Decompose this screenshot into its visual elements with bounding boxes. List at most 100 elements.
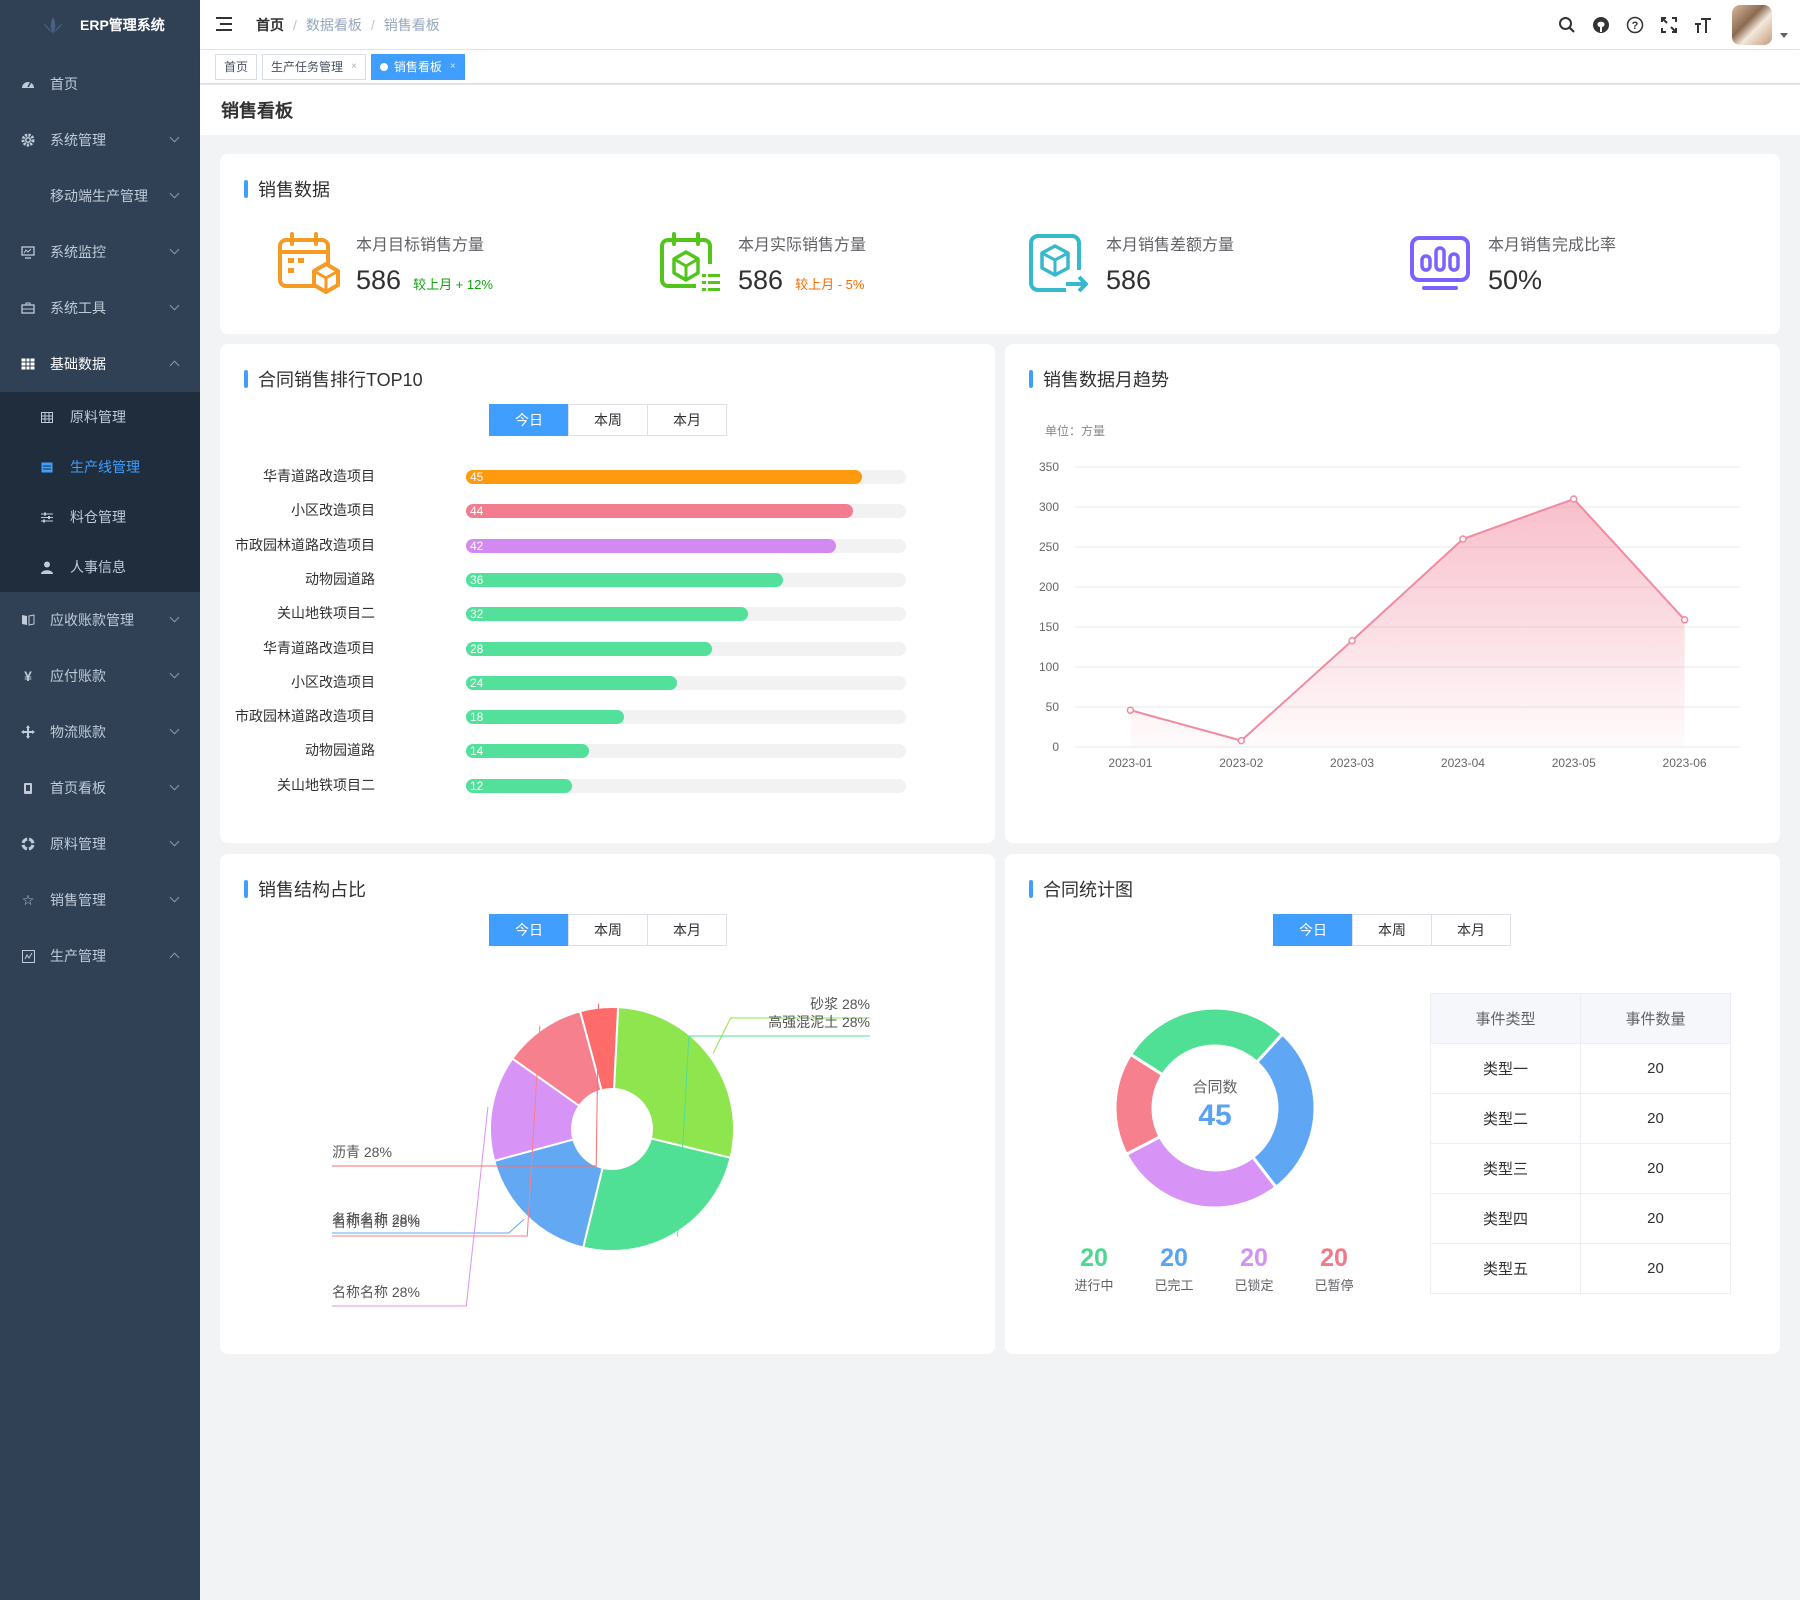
bar-row: 动物园道路 14 [220,742,920,759]
sidebar-item-logistics[interactable]: 物流账款 [0,704,200,760]
chevron-down-icon [169,780,180,791]
sidebar-item-label: 销售管理 [50,892,106,908]
chevron-down-icon [169,244,180,255]
avatar[interactable] [1732,5,1772,45]
y-tick-label: 50 [1046,700,1060,714]
pie-label: 名称名称 28% [332,1214,420,1230]
stat-value: 586 [1106,264,1152,295]
tab-month[interactable]: 本月 [647,404,727,436]
sidebar-item-receivables[interactable]: 应收账款管理 [0,592,200,648]
star-icon: ☆ [21,891,35,908]
bar: 45 [466,470,862,484]
sidebar-subitem-material[interactable]: 原料管理 [0,392,200,442]
caret-down-icon[interactable] [1780,32,1788,38]
menu-toggle-icon[interactable] [216,16,236,33]
pie-leader-line [677,1035,870,1237]
chevron-up-icon [169,952,180,963]
bar-monitor-icon [1408,230,1474,296]
donut-center: 合同数 45 [1145,1076,1285,1133]
sidebar-item-mobile-production[interactable]: 移动端生产管理 [0,168,200,224]
bar: 14 [466,744,590,759]
tag-sales-board[interactable]: 销售看板 × [370,53,465,80]
close-icon[interactable]: × [351,61,357,72]
bar-row: 小区改造项目 44 [220,502,920,519]
card-title: 销售结构占比 [244,876,366,902]
y-tick-label: 350 [1039,460,1059,474]
sidebar-subitem-label: 料仓管理 [70,509,126,525]
breadcrumb-home[interactable]: 首页 [256,16,284,33]
table-row: 类型一 20 [1430,1043,1731,1094]
search-icon[interactable] [1556,14,1578,36]
tab-month[interactable]: 本月 [647,914,727,946]
stat-value: 20 [1080,1244,1108,1272]
ranking-bar-chart: 华青道路改造项目 45 小区改造项目 44 市政园林道路改造项目 42 动物园道路 36 关山地… [220,468,995,793]
tab-today[interactable]: 今日 [489,404,569,436]
app-logo[interactable]: ERP管理系统 [0,0,200,50]
bar-track: 14 [466,744,906,759]
card-title: 销售数据 [244,176,330,202]
pie-label: 砂浆 28% [810,996,870,1012]
trend-unit-label: 单位：方量 [1045,424,1106,438]
contract-stat-ongoing: 20 进行中 [1064,1244,1124,1294]
tab-week[interactable]: 本周 [568,914,648,946]
tag-home[interactable]: 首页 [215,53,258,80]
sidebar-item-label: 生产管理 [50,948,106,964]
sidebar-item-home[interactable]: 首页 [0,56,200,112]
box-export-icon [1026,230,1092,296]
bar-value-label: 45 [470,470,484,484]
sidebar-item-monitor[interactable]: 系统监控 [0,224,200,280]
sidebar-subitem-silo[interactable]: 料仓管理 [0,492,200,542]
tab-week[interactable]: 本周 [568,404,648,436]
y-tick-label: 250 [1039,540,1059,554]
bar: 32 [466,607,748,622]
tab-today[interactable]: 今日 [1273,914,1353,946]
table-icon [20,356,36,372]
data-point [1237,736,1245,745]
tab-today[interactable]: 今日 [489,914,569,946]
tags-view: 首页 生产任务管理 × 销售看板 × [200,50,1800,84]
sidebar-item-sales[interactable]: ☆ 销售管理 [0,872,200,928]
bar-label: 华青道路改造项目 [263,468,375,484]
chevron-down-icon [169,892,180,903]
data-point [1680,616,1689,624]
stat-label: 已锁定 [1234,1278,1274,1293]
sidebar-item-label: 物流账款 [50,724,106,740]
toolbox-icon [20,300,36,316]
sidebar-item-payables[interactable]: ¥ 应付账款 [0,648,200,704]
tag-label: 生产任务管理 [271,60,344,74]
yen-icon: ¥ [24,668,32,684]
help-icon[interactable]: ? [1624,14,1646,36]
stat-value: 50% [1488,264,1543,295]
sidebar-subitem-label: 人事信息 [70,559,126,575]
sidebar-item-home-board[interactable]: 首页看板 [0,760,200,816]
tab-month[interactable]: 本月 [1431,914,1511,946]
x-tick-label: 2023-05 [1552,756,1596,770]
github-icon[interactable] [1590,14,1612,36]
table-cell: 20 [1580,1093,1731,1144]
sidebar-item-system[interactable]: 系统管理 [0,112,200,168]
font-size-icon[interactable] [1692,14,1714,36]
stat-label: 本月销售差额方量 [1106,236,1235,254]
fullscreen-icon[interactable] [1658,14,1680,36]
page-header: 销售看板 [200,85,1800,135]
sidebar-item-basic-data[interactable]: 基础数据 [0,336,200,392]
close-icon[interactable]: × [449,61,456,72]
card-title-text: 销售数据 [258,180,330,200]
bar-label: 小区改造项目 [291,502,375,519]
table-cell: 类型二 [1430,1093,1581,1144]
bar: 28 [466,641,713,656]
tag-production-task[interactable]: 生产任务管理 × [262,53,366,80]
sidebar-item-production[interactable]: 生产管理 [0,928,200,984]
sidebar-item-raw-material[interactable]: 原料管理 [0,816,200,872]
bar: 24 [466,675,678,690]
sidebar-subitem-production-line[interactable]: 生产线管理 [0,442,200,492]
contract-donut-chart [1113,1006,1317,1210]
chevron-down-icon [169,724,180,735]
sidebar-subitem-hr[interactable]: 人事信息 [0,542,200,592]
bar-row: 华青道路改造项目 45 [220,468,920,484]
bar-track: 36 [466,572,906,587]
breadcrumb-data-board[interactable]: 数据看板 [305,16,362,33]
chevron-up-icon [169,360,180,371]
bar-row: 小区改造项目 24 [220,674,920,690]
sidebar-item-tools[interactable]: 系统工具 [0,280,200,336]
